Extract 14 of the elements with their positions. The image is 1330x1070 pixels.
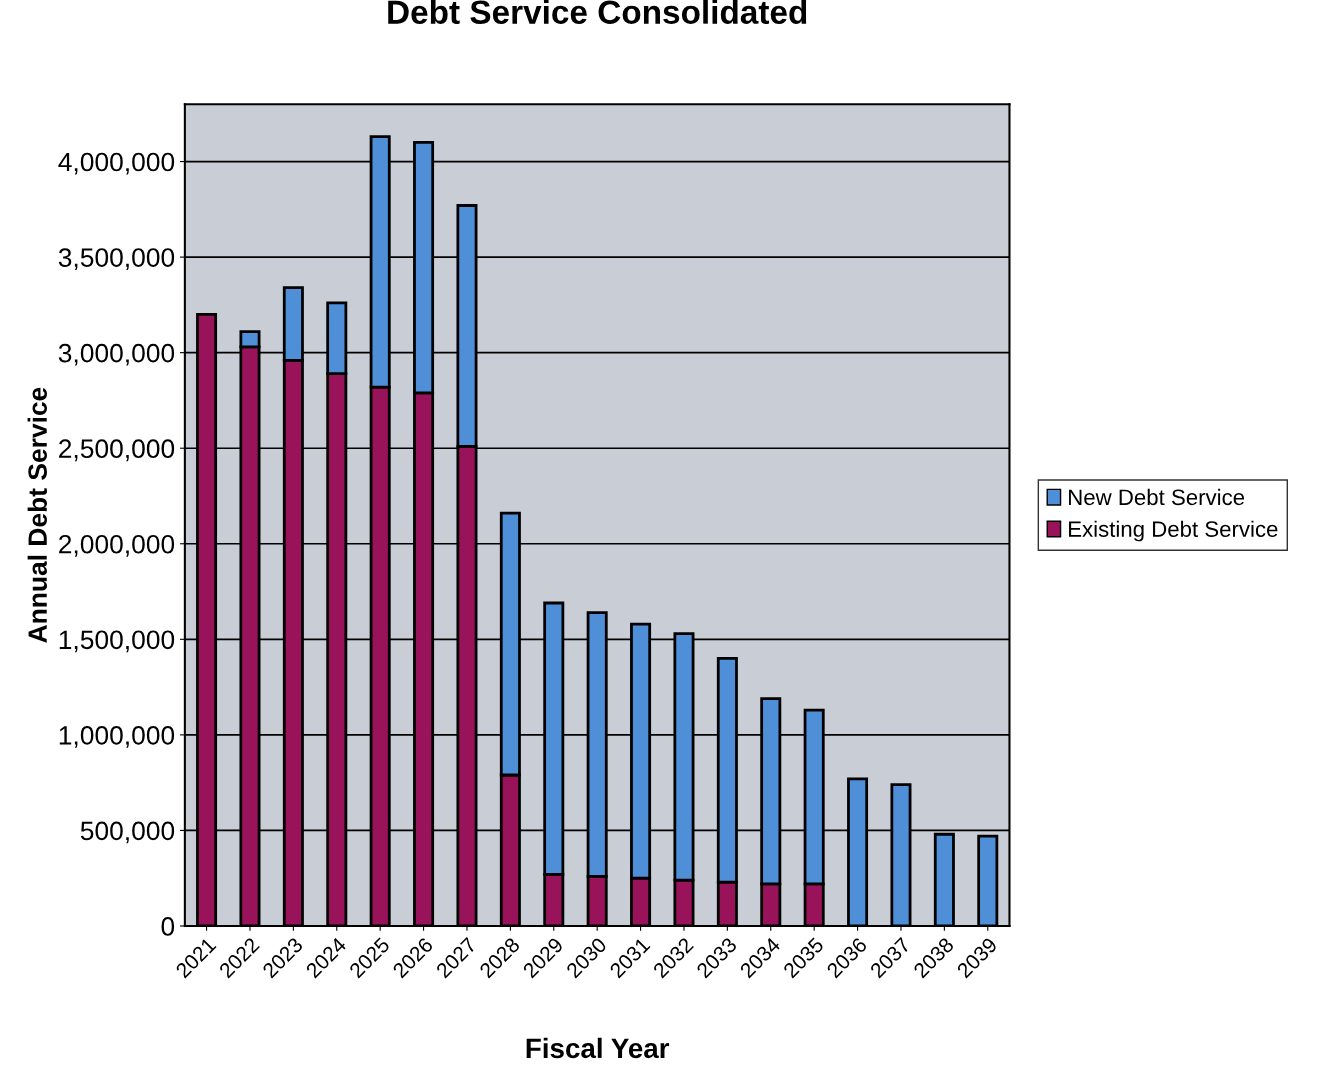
y-tick-label: 3,500,000 [58, 248, 175, 271]
chart-title: Debt Service Consolidated [388, 0, 807, 24]
y-tick-label: 500,000 [80, 821, 175, 844]
y-tick-label: 0 [161, 917, 175, 936]
y-tick-label: 2,000,000 [59, 534, 175, 557]
y-tick-label: 1,000,000 [59, 726, 175, 748]
y-tick-label: 3,000,000 [58, 343, 175, 366]
y-axis-title: Annual Debt Service [27, 387, 47, 643]
legend-label: Existing Debt Service [1069, 520, 1278, 542]
y-tick-label: 1,500,000 [59, 630, 175, 653]
y-tick-label: 4,000,000 [58, 152, 175, 175]
legend-label: New Debt Service [1069, 488, 1245, 506]
y-tick-label: 2,500,000 [59, 439, 175, 462]
x-axis-title: Fiscal Year [526, 1037, 670, 1059]
